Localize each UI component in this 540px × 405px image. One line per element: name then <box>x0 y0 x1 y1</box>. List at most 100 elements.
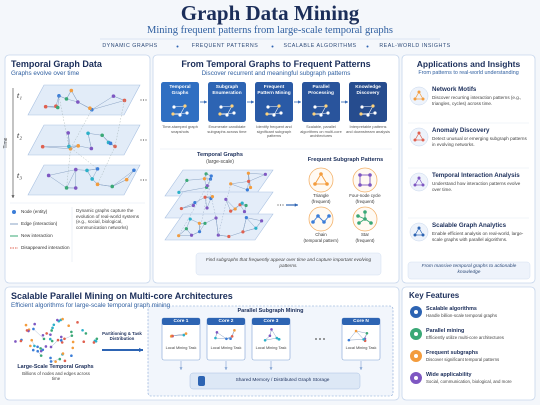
app-title: Scalable Graph Analytics <box>432 222 507 229</box>
ellipsis-dot <box>140 179 142 181</box>
edge <box>248 172 266 175</box>
legend-symbol <box>12 210 16 214</box>
node <box>41 333 45 337</box>
step-icon-node <box>218 112 222 116</box>
feature-icon-dot <box>414 354 418 358</box>
panel-subtitle: Efficient algorithms for large-scale tem… <box>11 302 171 309</box>
step-icon-node <box>326 111 330 115</box>
node <box>132 168 136 173</box>
edge <box>230 330 235 339</box>
node <box>66 131 70 135</box>
time-label: t₁ <box>17 91 23 100</box>
step-icon-node <box>225 113 229 117</box>
edge <box>33 328 45 340</box>
pattern-note: (temporal pattern) <box>303 237 339 243</box>
pattern-node <box>358 183 362 187</box>
panel-title: Applications and Insights <box>416 59 521 69</box>
edge <box>78 145 92 149</box>
edge <box>91 95 114 110</box>
ellipsis-dot <box>279 204 282 206</box>
edge <box>186 178 205 181</box>
pattern-note: (frequent) <box>311 198 331 204</box>
tag-separator <box>271 45 274 48</box>
node <box>245 188 249 192</box>
edge <box>230 183 248 191</box>
ellipsis-dot <box>145 99 147 101</box>
header-tag: SCALABLE ALGORITHMS <box>283 43 357 49</box>
node <box>242 209 247 214</box>
step-icon-node <box>277 104 281 108</box>
node <box>189 233 194 237</box>
node <box>42 337 46 341</box>
app-footer: From massive temporal graphs to actionab… <box>421 264 517 275</box>
step-icon-node <box>366 113 370 117</box>
ellipsis-dot <box>315 338 317 340</box>
node <box>61 317 64 321</box>
node <box>73 186 78 190</box>
node <box>229 337 232 341</box>
step-description: Scalable, parallel algorithms on multi-c… <box>300 124 342 139</box>
edge <box>215 217 219 236</box>
pattern-note: (frequent) <box>355 198 375 204</box>
pattern-node <box>363 217 367 221</box>
pattern-node <box>358 173 362 177</box>
edge <box>186 218 191 229</box>
source-title: Large-Scale Temporal Graphs <box>17 364 94 370</box>
arrow-head <box>294 203 298 207</box>
app-icon <box>409 222 429 242</box>
step-box <box>349 82 387 122</box>
temporal-link <box>97 146 116 185</box>
app-icon <box>409 127 429 147</box>
node <box>55 105 60 110</box>
source-description: Billions of nodes and edges across time <box>22 371 90 382</box>
node <box>244 216 248 220</box>
node <box>56 318 59 322</box>
ellipsis-dot <box>142 139 145 141</box>
edge <box>55 95 60 107</box>
edge <box>194 197 206 203</box>
app-icon-node <box>417 226 421 230</box>
node <box>56 338 60 342</box>
pattern-node <box>316 214 320 218</box>
node <box>230 335 234 338</box>
node <box>95 182 100 187</box>
node <box>45 332 48 335</box>
node <box>205 206 209 210</box>
core-name: Core 2 <box>218 319 234 324</box>
footer-box <box>407 261 531 280</box>
node <box>41 348 45 352</box>
panel-title: Temporal Graph Data <box>11 59 102 69</box>
edge <box>57 95 60 108</box>
graph-sublabel: (large-scale) <box>206 159 234 165</box>
node <box>54 360 57 363</box>
node <box>51 326 54 330</box>
node <box>44 345 48 348</box>
header-tag: REAL-WORLD INSIGHTS <box>379 43 451 49</box>
edge <box>246 217 262 222</box>
step-icon-node <box>279 111 283 115</box>
edge <box>181 202 195 209</box>
node <box>24 323 28 327</box>
edge <box>218 234 229 237</box>
edge <box>242 217 247 232</box>
arrow-head <box>298 100 301 104</box>
step-icon-node <box>266 105 270 109</box>
patterns-title: Frequent Subgraph Patterns <box>307 157 384 163</box>
node <box>277 337 281 341</box>
node <box>171 334 174 338</box>
edge <box>88 133 103 136</box>
core-task: Local Mining Task <box>210 345 242 350</box>
node <box>36 345 39 349</box>
app-icon <box>409 172 429 192</box>
pattern-circle <box>308 167 334 193</box>
tag-separator <box>176 45 179 48</box>
node <box>246 171 250 175</box>
edge <box>225 199 231 212</box>
storage-label: Shared Memory / Distributed Graph Storag… <box>235 378 330 383</box>
app-icon-node <box>421 233 425 237</box>
step-icon-node <box>232 111 236 115</box>
ellipsis-dot <box>145 139 147 141</box>
arrow-head <box>345 100 348 104</box>
temporal-link <box>66 148 71 188</box>
